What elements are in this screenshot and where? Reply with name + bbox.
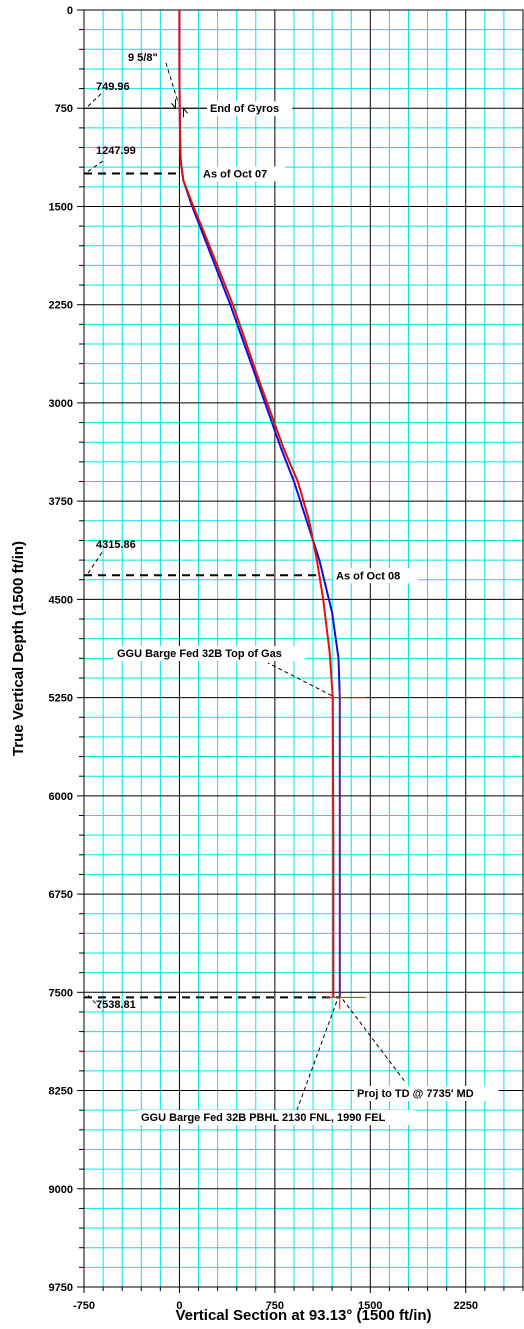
y-tick-label: 3750 xyxy=(49,496,73,508)
oct07-label: As of Oct 07 xyxy=(203,168,267,180)
y-tick-label: 5250 xyxy=(49,693,73,705)
pbhl-label: GGU Barge Fed 32B PBHL 2130 FNL, 1990 FE… xyxy=(141,1112,386,1124)
minor-gridlines xyxy=(84,10,524,1287)
axis-ticks xyxy=(77,9,524,1293)
y-tick-label: 8250 xyxy=(49,1086,73,1098)
y-axis-title: True Vertical Depth (1500 ft/in) xyxy=(10,541,27,756)
y-tick-label: 6750 xyxy=(49,889,73,901)
y-tick-label: 1500 xyxy=(49,201,73,213)
actual-trajectory-line xyxy=(178,10,335,998)
y-tick-label: 6000 xyxy=(49,791,73,803)
oct08-depth-value: 4315.86 xyxy=(96,539,136,551)
td-depth-value: 7538.81 xyxy=(96,999,136,1011)
top-of-gas-label: GGU Barge Fed 32B Top of Gas xyxy=(117,648,282,660)
oct08-depth-leader xyxy=(87,550,104,574)
x-tick-label: 2250 xyxy=(453,1300,477,1312)
oct07-depth-value: 1247.99 xyxy=(96,145,136,157)
td-depth-leader xyxy=(87,995,104,1012)
gyro-depth-leader xyxy=(87,91,104,107)
y-tick-label: 0 xyxy=(67,5,73,17)
top-of-gas-leader xyxy=(267,662,332,697)
planned-trajectory-line xyxy=(178,10,341,998)
pbhl-leader xyxy=(296,1001,338,1111)
y-tick-label: 9000 xyxy=(49,1184,73,1196)
annotation-labels: 9 5/8" End of Gyros 749.96 1247.99 As of Oct… xyxy=(87,52,499,1125)
oct07-label-bg xyxy=(200,166,286,182)
oct08-label: As of Oct 08 xyxy=(336,570,400,582)
y-tick-label: 9750 xyxy=(49,1282,73,1294)
y-tick-label: 4500 xyxy=(49,594,73,606)
top-of-gas-label-bg xyxy=(114,646,305,661)
x-tick-label: -750 xyxy=(73,1300,95,1312)
proj-td-label-bg xyxy=(354,1086,499,1101)
proj-td-leader xyxy=(342,999,407,1084)
target-markers xyxy=(171,99,366,1010)
y-tick-label: 3000 xyxy=(49,398,73,410)
well-trajectories xyxy=(178,10,341,998)
x-tick-label: 1500 xyxy=(358,1300,382,1312)
axis-tick-labels: 0750150022503000375045005250600067507500… xyxy=(49,5,478,1312)
x-tick-label: 0 xyxy=(176,1300,182,1312)
oct08-label-bg xyxy=(333,568,419,584)
gyro-depth-label: 749.96 xyxy=(96,81,130,93)
end-of-gyros-label-bg xyxy=(207,101,293,117)
casing-label: 9 5/8" xyxy=(128,52,158,64)
y-tick-label: 7500 xyxy=(49,987,73,999)
end-of-gyros-label: End of Gyros xyxy=(210,103,279,115)
oct07-depth-leader xyxy=(87,160,104,172)
plot-frame xyxy=(83,9,524,1288)
proj-td-label: Proj to TD @ 7735' MD xyxy=(357,1088,474,1100)
y-tick-label: 750 xyxy=(55,103,73,115)
casing-shoe-marker xyxy=(171,99,188,118)
y-tick-label: 2250 xyxy=(49,300,73,312)
pbhl-label-bg xyxy=(138,1110,415,1125)
x-tick-label: 750 xyxy=(266,1300,284,1312)
x-axis-title: Vertical Section at 93.13° (1500 ft/in) xyxy=(175,1307,431,1324)
